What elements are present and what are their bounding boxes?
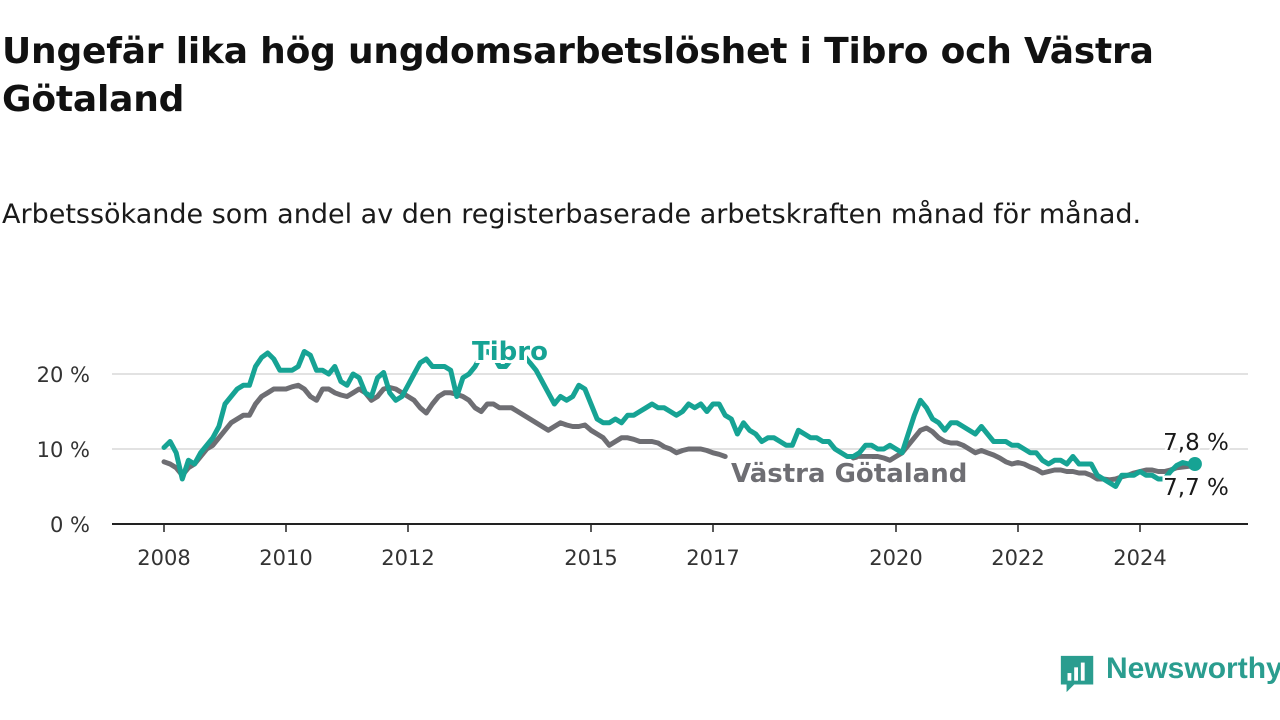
series-line-v-stra-g-taland <box>161 382 728 478</box>
y-axis: 0 % 10 % 20 % <box>37 363 90 537</box>
x-tick-label: 2012 <box>381 546 434 570</box>
x-tick-label: 2022 <box>991 546 1044 570</box>
y-tick-label: 20 % <box>37 363 90 387</box>
x-tick-label: 2015 <box>564 546 617 570</box>
y-tick-label: 10 % <box>37 438 90 462</box>
x-tick-label: 2024 <box>1113 546 1166 570</box>
series-name-tibro: Tibro <box>472 337 548 367</box>
x-tick-label: 2010 <box>259 546 312 570</box>
vastra-gotaland-end-label: 7,7 % <box>1163 475 1229 501</box>
y-tick-label: 0 % <box>50 513 90 537</box>
x-tick-label: 2020 <box>869 546 922 570</box>
x-tick-label: 2017 <box>686 546 739 570</box>
chart-title: Ungefär lika hög ungdomsarbetslöshet i T… <box>2 31 1154 120</box>
series-lines <box>161 349 1198 489</box>
brand-name: Newsworthy <box>1106 652 1280 685</box>
series-line-tibro <box>161 349 1198 489</box>
x-axis: 2008 2010 2012 2015 2017 2020 2022 2024 <box>112 523 1248 570</box>
tibro-end-label: 7,8 % <box>1163 430 1229 456</box>
series-labels: Tibro Västra Götaland 7,8 % 7,7 % <box>469 334 1231 504</box>
tibro-end-marker <box>1187 457 1202 471</box>
chart-subtitle: Arbetssökande som andel av den registerb… <box>2 199 1142 230</box>
newsworthy-logo-icon <box>1060 655 1094 693</box>
x-tick-label: 2008 <box>137 546 190 570</box>
series-name-vastra-gotaland: Västra Götaland <box>731 459 967 489</box>
